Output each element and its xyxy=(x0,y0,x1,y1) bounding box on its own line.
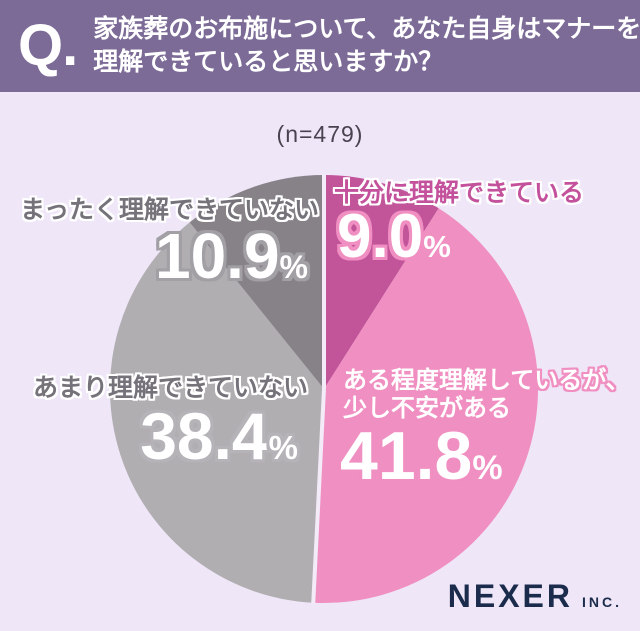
question-title: 家族葬のお布施について、あなた自身はマナーを 理解できていると思いますか？ xyxy=(93,13,640,79)
value-fully-understand-number: 9.0 xyxy=(337,202,424,271)
value-fully-understand: 9.0% xyxy=(337,206,451,268)
brand-name: NEXER xyxy=(447,578,573,614)
question-title-line1: 家族葬のお布施について、あなた自身はマナーを xyxy=(93,15,640,43)
brand-logo: NEXER INC. xyxy=(448,578,622,615)
value-somewhat-understand: 41.8% xyxy=(340,422,503,490)
percent-sign: % xyxy=(268,429,298,466)
q-mark: Q. xyxy=(18,13,78,78)
brand-suffix: INC. xyxy=(582,594,622,610)
percent-sign: % xyxy=(423,229,451,264)
label-not-really-understand: あまり理解できていない xyxy=(33,374,309,402)
percent-sign: % xyxy=(472,449,503,487)
question-header: Q. 家族葬のお布施について、あなた自身はマナーを 理解できていると思いますか？ xyxy=(0,0,640,92)
pie-slice xyxy=(313,208,539,604)
pie-slice xyxy=(189,174,326,389)
value-not-at-all-understand: 10.9% xyxy=(155,224,308,288)
label-fully-understand: 十分に理解できている xyxy=(334,179,585,207)
percent-sign: % xyxy=(279,249,308,285)
label-somewhat-understand-line2: 少し不安がある xyxy=(343,395,511,422)
label-somewhat-understand: ある程度理解しているが、 少し不安がある xyxy=(343,367,630,423)
value-not-really-understand: 38.4% xyxy=(140,403,298,469)
value-somewhat-understand-number: 41.8 xyxy=(340,418,473,494)
sample-size-label: (n=479) xyxy=(276,121,364,147)
pie-slice xyxy=(324,175,439,389)
value-not-really-understand-number: 38.4 xyxy=(140,399,269,473)
label-not-at-all-understand: まったく理解できていない xyxy=(20,196,320,224)
pie-separator xyxy=(311,388,326,604)
value-not-at-all-understand-number: 10.9 xyxy=(154,220,280,292)
question-title-line2: 理解できていると思いますか？ xyxy=(93,48,444,76)
label-somewhat-understand-line1: ある程度理解しているが、 xyxy=(343,367,630,394)
pie-slice xyxy=(109,222,324,603)
